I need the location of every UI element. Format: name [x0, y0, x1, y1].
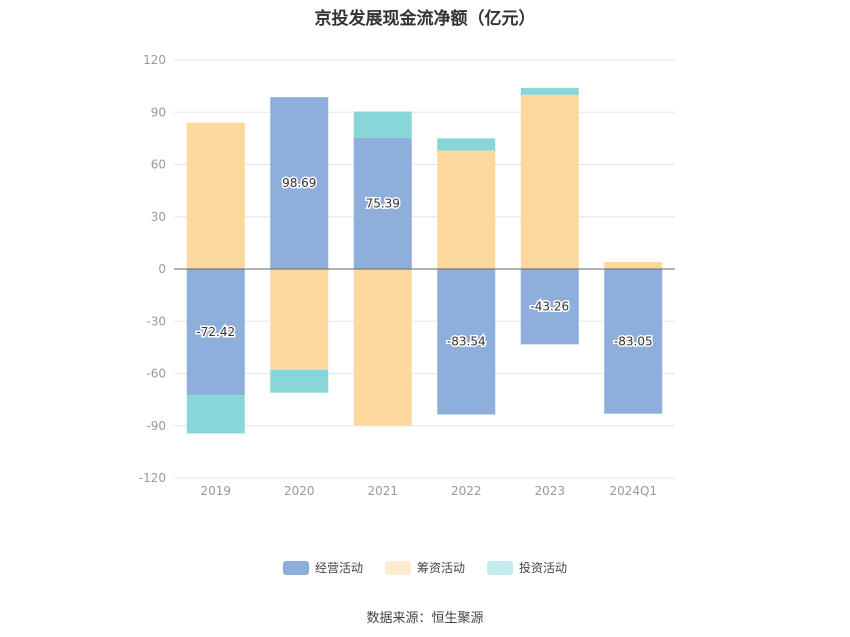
- legend-label-operating: 经营活动: [314, 561, 363, 575]
- legend-item-financing[interactable]: 筹资活动: [384, 559, 465, 576]
- bar-2020-series-1: [270, 269, 329, 371]
- data-label-2024Q1: -83.05: [614, 334, 653, 348]
- bar-2021-series-0: [353, 137, 412, 269]
- y-tick-label: 0: [158, 262, 166, 276]
- y-tick-label: 120: [143, 53, 166, 67]
- x-tick-label: 2021: [367, 484, 398, 498]
- x-axis: 2019 2020 2021 2022 2023 2024Q1: [174, 477, 675, 498]
- legend: 经营活动 筹资活动 投资活动: [0, 559, 850, 576]
- legend-swatch-operating: [282, 560, 309, 575]
- y-tick-label: -30: [146, 314, 166, 328]
- data-label-2023: -43.26: [530, 300, 569, 314]
- x-tick-label: 2024Q1: [609, 484, 657, 498]
- bar-2022-series-2: [437, 138, 496, 151]
- x-tick-label: 2020: [284, 484, 315, 498]
- legend-item-investing[interactable]: 投资活动: [487, 559, 567, 576]
- data-label-2019: -72.42: [196, 325, 235, 339]
- y-axis: 120 90 60 30 0 -30 -60 -90 -120: [139, 53, 166, 485]
- data-label-2022: -83.54: [447, 335, 486, 349]
- y-tick-label: -120: [139, 471, 166, 485]
- chart-title: 京投发展现金流净额（亿元）: [314, 9, 536, 29]
- legend-label-investing: 投资活动: [519, 561, 568, 575]
- x-tick-label: 2022: [451, 484, 482, 498]
- y-tick-label: 30: [151, 210, 166, 224]
- bar-2022-series-0: [437, 269, 496, 415]
- data-labels: -72.42 98.69 75.39 -83.54 -43.26 -83.05: [195, 175, 654, 351]
- bar-2019-series-0: [186, 269, 245, 396]
- legend-label-financing: 筹资活动: [416, 561, 465, 575]
- x-tick-label: 2019: [200, 484, 231, 498]
- y-tick-label: 90: [151, 105, 166, 119]
- legend-swatch-investing: [487, 560, 513, 575]
- y-tick-label: -60: [146, 367, 166, 381]
- bar-2024Q1-series-0: [604, 269, 663, 414]
- x-tick-label: 2023: [534, 484, 565, 498]
- data-source: 数据来源：恒生聚源: [366, 611, 484, 626]
- bar-2023-series-2: [520, 87, 579, 95]
- bar-2020-series-2: [270, 370, 329, 393]
- bar-2019-series-1: [186, 122, 245, 269]
- bar-2021-series-2: [353, 111, 412, 138]
- legend-item-operating[interactable]: 经营活动: [282, 559, 363, 576]
- data-label-2021: 75.39: [366, 196, 400, 210]
- bars: [186, 87, 663, 434]
- bar-2022-series-1: [437, 150, 496, 269]
- bar-2024Q1-series-1: [604, 262, 663, 269]
- legend-swatch-financing: [384, 560, 411, 575]
- bar-2021-series-1: [353, 269, 412, 426]
- bar-2023-series-1: [520, 94, 579, 269]
- bar-2023-series-0: [520, 269, 579, 345]
- y-tick-label: 60: [151, 158, 166, 172]
- bar-2019-series-2: [186, 395, 245, 434]
- data-label-2020: 98.69: [282, 176, 316, 190]
- bar-2020-series-0: [270, 97, 329, 269]
- y-tick-label: -90: [146, 419, 166, 433]
